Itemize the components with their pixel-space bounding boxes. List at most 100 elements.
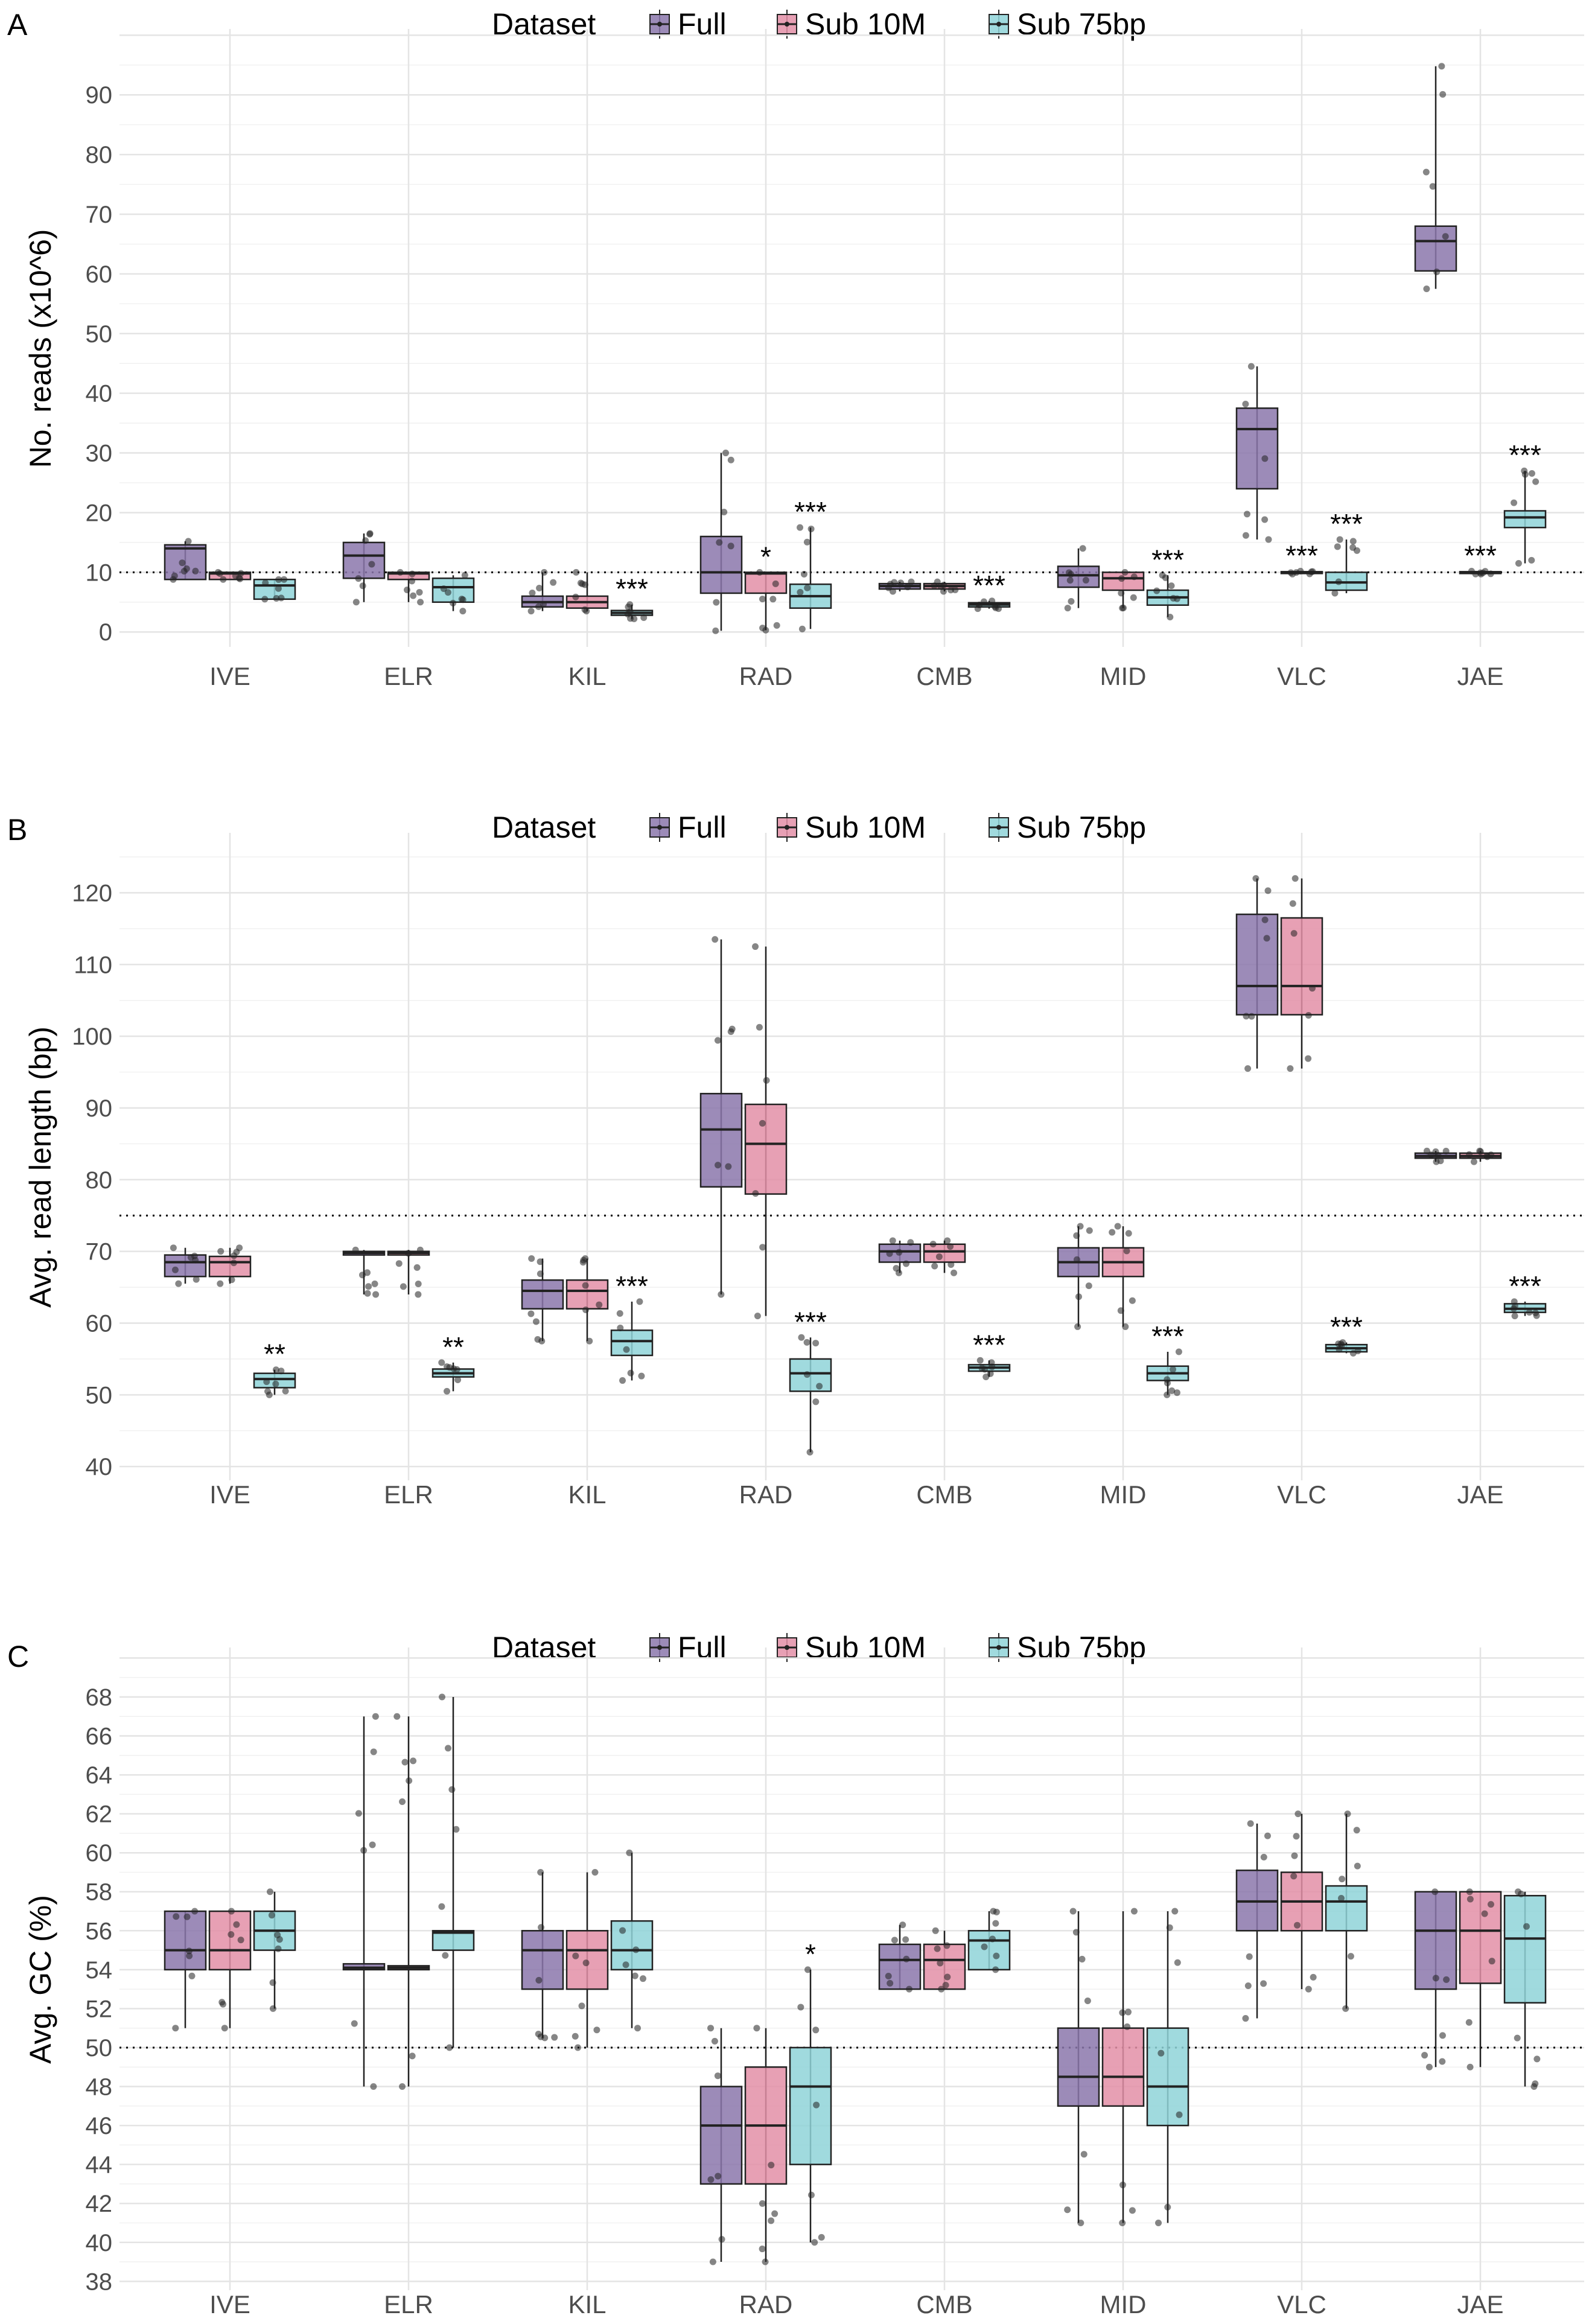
data-point <box>275 1945 282 1952</box>
y-tick-label: 60 <box>86 1840 113 1867</box>
box-body <box>431 577 475 603</box>
data-point <box>266 1888 273 1896</box>
data-point <box>1119 2219 1126 2226</box>
y-tick-label: 90 <box>86 82 113 109</box>
box-rad <box>744 943 788 1320</box>
data-point <box>981 1943 988 1950</box>
box-body <box>1459 1891 1502 1984</box>
data-point <box>1476 1147 1483 1154</box>
data-point <box>1130 594 1137 601</box>
panel-a: A Dataset Full Sub 10M Sub 75bp 0 10 20 30 40 50 60… <box>7 7 1584 690</box>
box-body <box>1325 1885 1368 1932</box>
data-point <box>944 1973 951 1981</box>
data-point <box>360 1847 368 1854</box>
data-point <box>1124 2008 1132 2016</box>
data-point <box>813 2101 820 2109</box>
significance-label: *** <box>616 573 648 605</box>
data-point <box>540 600 547 608</box>
data-point <box>1084 1998 1091 2005</box>
data-point <box>454 1376 462 1383</box>
data-point <box>906 1985 913 1993</box>
data-point <box>446 2044 453 2051</box>
data-point <box>1310 1973 1317 1981</box>
box-body <box>744 571 788 594</box>
box-vlc <box>1325 536 1368 597</box>
data-point <box>1168 1387 1176 1394</box>
data-point <box>237 575 244 582</box>
box-cmb <box>923 1237 966 1276</box>
significance-label: *** <box>1151 544 1184 575</box>
data-point <box>461 571 468 579</box>
data-point <box>416 1246 424 1253</box>
data-point <box>1528 470 1535 477</box>
y-tick-label: 70 <box>86 1239 113 1265</box>
data-point <box>718 1291 725 1298</box>
significance-label: * <box>760 541 771 572</box>
legend-key-point <box>785 825 789 830</box>
data-point <box>752 1190 759 1197</box>
series-sub-10m <box>208 875 1502 1345</box>
significance-label: *** <box>1464 540 1497 571</box>
box-ive <box>253 1888 296 2012</box>
box-mid <box>1101 1223 1145 1330</box>
y-tick-label: 50 <box>86 2035 113 2061</box>
box-kil <box>610 601 654 622</box>
data-point <box>1168 582 1175 590</box>
data-point <box>1305 1011 1312 1019</box>
data-point <box>1264 1832 1271 1839</box>
data-point <box>214 568 221 576</box>
data-point <box>541 568 548 576</box>
series-sub-75bp <box>253 467 1547 632</box>
data-point <box>1291 875 1299 882</box>
data-point <box>1289 900 1296 907</box>
data-point <box>1483 1153 1491 1160</box>
box-ive <box>164 1244 207 1287</box>
data-point <box>230 1259 237 1267</box>
box-rad <box>789 1334 832 1456</box>
data-point <box>527 608 535 615</box>
data-point <box>401 1759 409 1766</box>
data-point <box>768 2217 775 2224</box>
data-point <box>803 538 810 546</box>
data-point <box>1243 1013 1250 1020</box>
data-point <box>179 559 186 567</box>
data-point <box>762 2258 769 2265</box>
data-point <box>623 1346 630 1353</box>
data-point <box>1293 1833 1300 1840</box>
data-point <box>578 2002 585 2010</box>
data-point <box>1075 1293 1082 1300</box>
data-point <box>593 2026 600 2034</box>
data-point <box>438 1359 445 1366</box>
data-point <box>634 2025 642 2032</box>
box-body <box>1414 1891 1457 1990</box>
data-point <box>572 2033 579 2040</box>
data-point <box>617 1324 624 1331</box>
data-point <box>1532 2080 1539 2087</box>
data-point <box>180 568 188 575</box>
series-full <box>164 1713 1457 2265</box>
gridlines <box>119 1647 1584 2290</box>
data-point <box>582 1306 590 1313</box>
y-tick-label: 50 <box>86 1382 113 1409</box>
data-point <box>934 578 941 585</box>
gridlines <box>119 833 1584 1480</box>
x-tick-label-cmb: CMB <box>916 1480 972 1509</box>
data-point <box>438 1903 445 1910</box>
series-sub-10m <box>208 567 1502 634</box>
x-tick-label-elr: ELR <box>384 1480 433 1509</box>
box-cmb <box>967 1357 1011 1381</box>
data-point <box>183 1913 191 1920</box>
data-point <box>903 1260 910 1267</box>
y-tick-label: 68 <box>86 1684 113 1711</box>
box-mid <box>1057 545 1100 612</box>
significance-label: ** <box>442 1331 464 1363</box>
box-rad <box>699 936 743 1298</box>
data-point <box>1290 930 1298 937</box>
box-elr <box>342 1713 386 2090</box>
x-tick-label-jae: JAE <box>1457 1480 1503 1509</box>
data-point <box>1242 2015 1249 2022</box>
data-point <box>1437 1157 1444 1165</box>
box-mid <box>1146 571 1189 620</box>
data-point <box>908 578 915 585</box>
data-point <box>891 579 898 586</box>
